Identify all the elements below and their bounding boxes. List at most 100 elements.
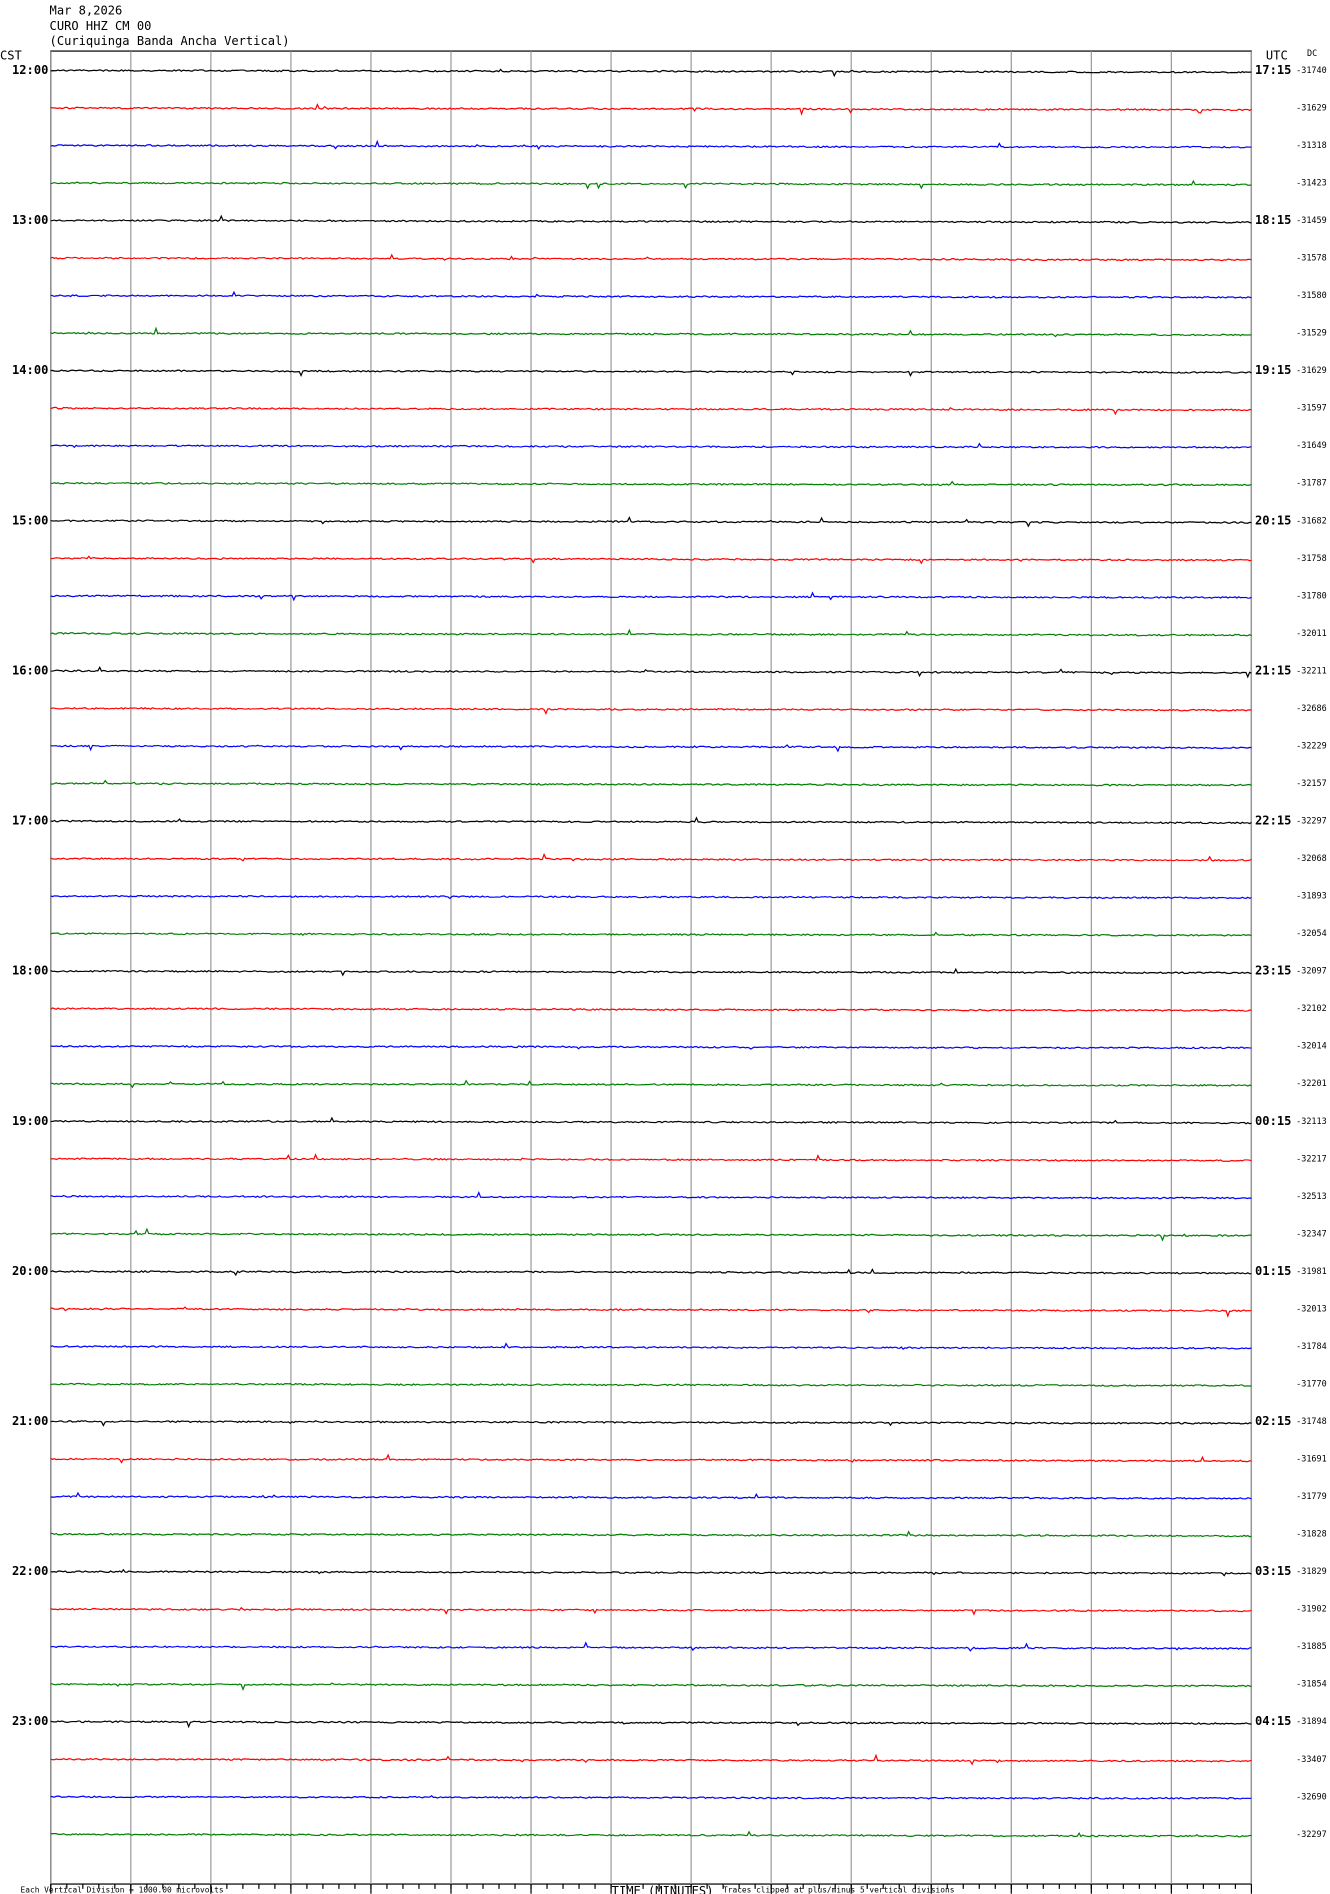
trace xyxy=(50,1153,1252,1162)
dc-value: -32217 xyxy=(1296,1153,1327,1163)
utc-time: 03:15 xyxy=(1255,1564,1291,1578)
utc-time: 21:15 xyxy=(1255,663,1291,677)
dc-value: -32014 xyxy=(1296,1041,1327,1051)
clip-note: Traces clipped at plus/minus 5 vertical … xyxy=(723,1886,954,1894)
trace xyxy=(50,1382,1252,1387)
cst-time: 21:00 xyxy=(12,1414,48,1428)
dc-value: -32054 xyxy=(1296,928,1327,938)
header-line: Mar 8,2026 xyxy=(50,4,123,18)
trace xyxy=(50,1190,1252,1200)
dc-value: -32690 xyxy=(1296,1791,1327,1801)
cst-time: 19:00 xyxy=(12,1114,48,1128)
utc-time: 20:15 xyxy=(1255,513,1291,527)
dc-value: -32297 xyxy=(1296,1829,1327,1839)
dc-value: -31854 xyxy=(1296,1679,1327,1689)
trace xyxy=(50,628,1252,637)
dc-value: -31902 xyxy=(1296,1604,1327,1614)
trace xyxy=(50,1453,1252,1464)
trace xyxy=(50,1491,1252,1500)
header-line: (Curiquinga Banda Ancha Vertical) xyxy=(50,34,290,48)
trace xyxy=(50,852,1252,862)
x-axis-label: TIME (MINUTES) xyxy=(612,1884,714,1894)
utc-time: 19:15 xyxy=(1255,363,1291,377)
dc-value: -32157 xyxy=(1296,778,1327,788)
dc-value: -31629 xyxy=(1296,365,1327,375)
dc-value: -33407 xyxy=(1296,1754,1327,1764)
dc-value: -32201 xyxy=(1296,1078,1327,1088)
trace xyxy=(50,1682,1252,1692)
trace xyxy=(50,480,1252,487)
trace xyxy=(50,779,1252,787)
dc-value: -32097 xyxy=(1296,966,1327,976)
dc-value: -31423 xyxy=(1296,177,1327,187)
dc-value: -31787 xyxy=(1296,478,1327,488)
dc-value: -31829 xyxy=(1296,1566,1327,1576)
dc-value: -32011 xyxy=(1296,628,1327,638)
dc-value: -31981 xyxy=(1296,1266,1327,1276)
dc-value: -32102 xyxy=(1296,1003,1327,1013)
header-line: CURO HHZ CM 00 xyxy=(50,19,152,33)
dc-value: -32347 xyxy=(1296,1228,1327,1238)
cst-time: 17:00 xyxy=(12,814,48,828)
left-zone: CST xyxy=(0,48,22,62)
trace xyxy=(50,1830,1252,1838)
trace xyxy=(50,967,1252,977)
dc-value: -31770 xyxy=(1296,1378,1327,1388)
trace xyxy=(50,406,1252,416)
cst-time: 22:00 xyxy=(12,1564,48,1578)
cst-time: 20:00 xyxy=(12,1264,48,1278)
trace xyxy=(50,1568,1252,1577)
trace xyxy=(50,1306,1252,1318)
trace xyxy=(50,1079,1252,1089)
utc-time: 04:15 xyxy=(1255,1714,1291,1728)
dc-value: -31597 xyxy=(1296,403,1327,413)
utc-time: 01:15 xyxy=(1255,1264,1291,1278)
dc-value: -31894 xyxy=(1296,1716,1327,1726)
trace xyxy=(50,68,1252,78)
trace xyxy=(50,516,1252,528)
dc-value: -31740 xyxy=(1296,65,1327,75)
trace xyxy=(50,555,1252,565)
utc-time: 17:15 xyxy=(1255,63,1291,77)
trace xyxy=(50,1720,1252,1729)
cst-time: 16:00 xyxy=(12,663,48,677)
trace xyxy=(50,103,1252,116)
cst-time: 12:00 xyxy=(12,63,48,77)
cst-time: 23:00 xyxy=(12,1714,48,1728)
trace xyxy=(50,214,1252,224)
utc-time: 22:15 xyxy=(1255,814,1291,828)
cst-time: 14:00 xyxy=(12,363,48,377)
trace xyxy=(50,139,1252,151)
trace xyxy=(50,894,1252,900)
cst-time: 13:00 xyxy=(12,213,48,227)
trace xyxy=(50,290,1252,299)
trace xyxy=(50,1530,1252,1538)
trace xyxy=(50,253,1252,262)
trace xyxy=(50,369,1252,377)
trace xyxy=(50,1420,1252,1427)
trace xyxy=(50,1753,1252,1766)
dc-value: -31578 xyxy=(1296,253,1327,263)
dc-value: -31828 xyxy=(1296,1529,1327,1539)
utc-time: 23:15 xyxy=(1255,964,1291,978)
dc-value: -31784 xyxy=(1296,1341,1327,1351)
dc-value: -31318 xyxy=(1296,140,1327,150)
trace xyxy=(50,1795,1252,1800)
trace xyxy=(50,1641,1252,1652)
trace xyxy=(50,442,1252,449)
trace xyxy=(50,1268,1252,1277)
trace xyxy=(50,931,1252,937)
dc-value: -31885 xyxy=(1296,1641,1327,1651)
dc-value: -31580 xyxy=(1296,290,1327,300)
dc-value: -32013 xyxy=(1296,1303,1327,1313)
utc-time: 00:15 xyxy=(1255,1114,1291,1128)
trace xyxy=(50,1044,1252,1050)
scale-note: Each Vertical Division = 1000.00 microvo… xyxy=(21,1886,224,1894)
trace xyxy=(50,591,1252,602)
dc-value: -32686 xyxy=(1296,703,1327,713)
right-zone: UTC xyxy=(1266,48,1288,62)
dc-value: -31529 xyxy=(1296,328,1327,338)
dc-value: -31649 xyxy=(1296,440,1327,450)
